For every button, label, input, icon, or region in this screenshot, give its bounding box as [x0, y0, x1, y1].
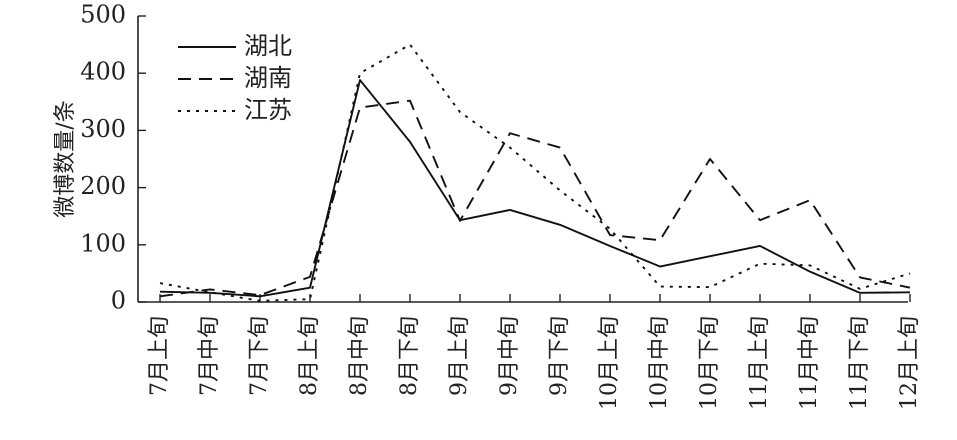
x-tick-label: 7月中旬 [197, 316, 222, 396]
x-tick-label: 7月上旬 [147, 316, 172, 396]
axes: 0 100 200 300 400 500 7月上旬 7月中旬 7月下旬 8月上旬 8月中旬 8月下旬… [80, 1, 922, 411]
x-tick-label: 12月上旬 [897, 316, 922, 410]
x-tick-label: 7月下旬 [247, 316, 272, 396]
y-tick-label: 500 [80, 1, 126, 29]
series-line-3 [159, 43, 911, 302]
x-tick-label: 9月上旬 [447, 316, 472, 396]
x-tick-label: 8月上旬 [297, 316, 322, 396]
x-tick-label: 9月下旬 [547, 316, 572, 396]
legend-label: 江苏 [244, 96, 292, 124]
x-tick-label: 11月上旬 [747, 316, 772, 410]
x-tick-label: 11月下旬 [847, 316, 872, 410]
series-line-1 [159, 79, 911, 298]
y-tick-label: 200 [80, 172, 126, 200]
y-tick-label: 100 [80, 229, 126, 257]
x-tick-label: 10月上旬 [597, 316, 622, 410]
y-tick-label: 300 [80, 115, 126, 143]
x-tick-label: 10月下旬 [697, 316, 722, 410]
x-tick-label: 9月中旬 [497, 316, 522, 396]
y-axis-label: 微博数量/条 [53, 100, 78, 217]
y-tick-label: 400 [80, 58, 126, 86]
x-tick-label: 8月下旬 [397, 316, 422, 396]
y-tick-label: 0 [111, 287, 126, 315]
legend-label: 湖北 [244, 32, 292, 60]
x-tick-label: 10月中旬 [647, 316, 672, 410]
series-line-2 [159, 99, 911, 298]
legend-label: 湖南 [244, 64, 292, 92]
series-layer [159, 43, 911, 302]
x-tick-label: 11月中旬 [797, 316, 822, 410]
x-tick-label: 8月中旬 [347, 316, 372, 396]
